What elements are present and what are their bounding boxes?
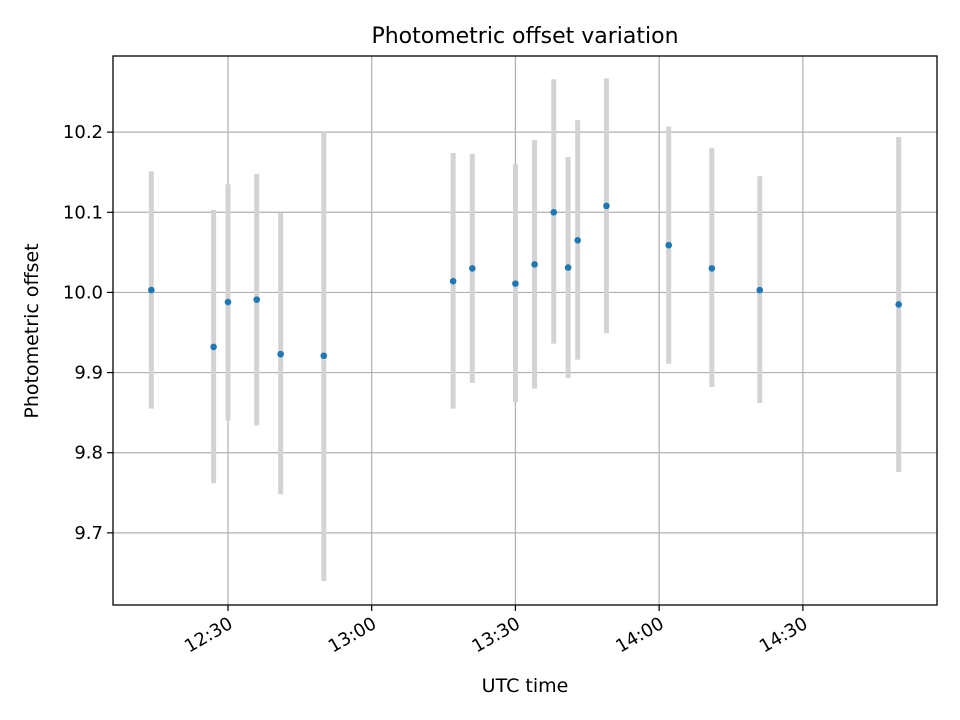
data-point	[564, 264, 572, 271]
y-tick-label: 10.0	[63, 282, 103, 303]
data-point	[665, 241, 673, 249]
data-point	[603, 202, 610, 210]
x-axis-label: UTC time	[482, 675, 569, 697]
data-point	[708, 265, 716, 272]
data-point	[895, 301, 902, 308]
y-tick-label: 9.9	[74, 363, 103, 384]
data-point	[469, 265, 476, 272]
data-point	[756, 286, 764, 294]
data-point	[574, 237, 581, 244]
data-point	[148, 286, 155, 294]
y-axis-label: Photometric offset	[21, 243, 43, 418]
y-tick-label: 10.2	[63, 122, 103, 143]
chart-title: Photometric offset variation	[371, 24, 678, 49]
data-point	[277, 350, 284, 358]
y-tick-label: 9.8	[74, 443, 103, 464]
data-point	[210, 343, 217, 351]
data-point	[531, 261, 538, 268]
y-tick-label: 9.7	[74, 523, 103, 544]
data-point	[320, 352, 328, 360]
data-point	[550, 208, 558, 216]
data-point	[224, 298, 232, 306]
axes-frame	[112, 55, 938, 606]
data-point	[449, 277, 457, 285]
data-point	[512, 280, 519, 287]
data-point	[253, 296, 261, 303]
y-tick-label: 10.1	[63, 202, 103, 223]
